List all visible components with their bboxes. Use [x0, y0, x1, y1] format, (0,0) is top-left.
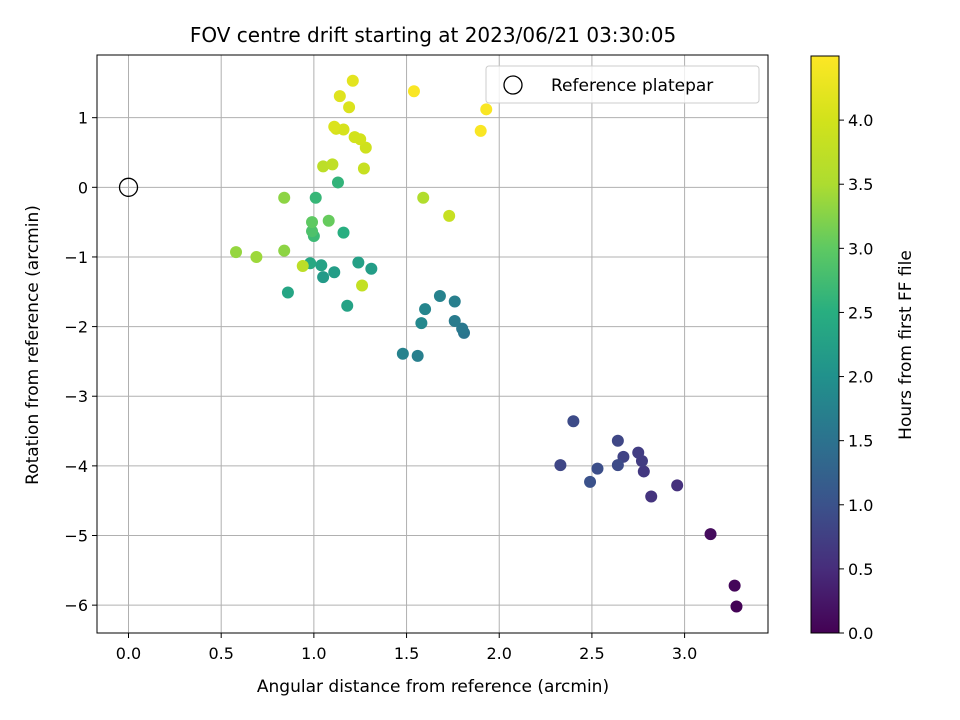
scatter-point	[333, 90, 346, 103]
scatter-point	[343, 101, 356, 114]
x-tick-label: 1.5	[394, 644, 419, 663]
colorbar-tick-label: 2.5	[848, 303, 873, 322]
scatter-point	[637, 465, 650, 478]
scatter-point	[480, 103, 493, 116]
colorbar-tick-label: 4.0	[848, 111, 873, 130]
colorbar-tick-label: 0.0	[848, 624, 873, 643]
scatter-point	[632, 446, 645, 459]
scatter-point	[591, 462, 604, 475]
scatter-point	[278, 191, 291, 204]
scatter-point	[309, 191, 322, 204]
x-tick-label: 0.5	[208, 644, 233, 663]
legend-reference-marker	[503, 75, 523, 95]
scatter-point	[317, 160, 330, 173]
y-tick-label: −6	[64, 596, 88, 615]
x-tick-label: 1.0	[301, 644, 326, 663]
data-points	[118, 74, 743, 613]
scatter-point	[419, 303, 432, 316]
x-tick-label: 2.5	[579, 644, 604, 663]
y-tick-label: −3	[64, 387, 88, 406]
colorbar-tick-label: 3.0	[848, 239, 873, 258]
scatter-point	[250, 250, 263, 263]
scatter-point	[728, 579, 741, 592]
scatter-point	[415, 317, 428, 330]
scatter-point	[584, 475, 597, 488]
reference-platepar-marker	[118, 177, 139, 197]
scatter-point	[281, 286, 294, 299]
scatter-point	[306, 225, 319, 238]
scatter-point	[354, 133, 367, 146]
scatter-point	[296, 260, 309, 273]
x-tick-label: 3.0	[672, 644, 697, 663]
colorbar-tick-label: 1.0	[848, 496, 873, 515]
colorbar-gradient	[810, 55, 840, 634]
scatter-point	[730, 600, 743, 613]
x-axis-label: Angular distance from reference (arcmin)	[257, 677, 609, 697]
scatter-point	[671, 479, 684, 492]
scatter-point	[554, 459, 567, 472]
scatter-point	[357, 162, 370, 175]
scatter-point	[433, 289, 446, 302]
scatter-point	[396, 347, 409, 360]
scatter-point	[317, 271, 330, 284]
scatter-point	[443, 209, 456, 222]
scatter-point	[326, 158, 339, 171]
colorbar-tick-label: 1.5	[848, 432, 873, 451]
y-tick-label: 0	[78, 178, 88, 197]
colorbar-tick-label: 3.5	[848, 175, 873, 194]
scatter-point	[448, 295, 461, 308]
scatter-point	[331, 176, 344, 189]
colorbar-label: Hours from first FF file	[896, 250, 916, 440]
x-axis-ticks: 0.0 0.5 1.0 1.5 2.0 2.5 3.0	[116, 633, 697, 663]
scatter-point	[328, 266, 341, 279]
scatter-point	[704, 528, 717, 541]
scatter-point	[645, 490, 658, 503]
scatter-point	[407, 85, 420, 98]
scatter-point	[411, 349, 424, 362]
scatter-point	[341, 299, 354, 312]
x-tick-label: 0.0	[116, 644, 141, 663]
y-tick-label: −2	[64, 318, 88, 337]
legend-box	[485, 65, 760, 104]
chart-title: FOV centre drift starting at 2023/06/21 …	[190, 23, 676, 47]
legend-label: Reference platepar	[551, 76, 713, 96]
colorbar-tick-label: 0.5	[848, 560, 873, 579]
scatter-point	[456, 322, 469, 335]
y-axis-label: Rotation from reference (arcmin)	[23, 205, 43, 485]
scatter-point	[352, 256, 365, 269]
legend: Reference platepar	[485, 65, 760, 104]
scatter-point	[328, 120, 341, 133]
y-tick-label: −4	[64, 457, 88, 476]
scatter-point	[315, 259, 328, 272]
scatter-point	[278, 244, 291, 257]
scatter-point	[306, 216, 319, 229]
scatter-point	[567, 415, 580, 428]
plot-frame	[96, 54, 769, 634]
scatter-point	[448, 315, 461, 328]
colorbar-tick-label: 2.0	[848, 368, 873, 387]
scatter-point	[611, 459, 624, 472]
scatter-point	[230, 246, 243, 259]
scatter-point	[322, 214, 335, 227]
scatter-point	[356, 279, 369, 292]
y-axis-ticks: 1 0 −1 −2 −3 −4 −5 −6	[64, 109, 97, 615]
x-tick-label: 2.0	[487, 644, 512, 663]
colorbar-ticks: 0.0 0.5 1.0 1.5 2.0 2.5 3.0 3.5 4.0	[839, 111, 873, 643]
grid-lines	[97, 55, 768, 633]
scatter-point	[611, 434, 624, 447]
scatter-point	[337, 226, 350, 239]
y-tick-label: −5	[64, 527, 88, 546]
y-tick-label: −1	[64, 248, 88, 267]
scatter-point	[365, 262, 378, 275]
y-tick-label: 1	[78, 109, 88, 128]
scatter-point	[417, 191, 430, 204]
colorbar: 0.0 0.5 1.0 1.5 2.0 2.5 3.0 3.5 4.0 Hours from f…	[810, 55, 916, 643]
scatter-point	[474, 124, 487, 137]
scatter-point	[346, 74, 359, 87]
